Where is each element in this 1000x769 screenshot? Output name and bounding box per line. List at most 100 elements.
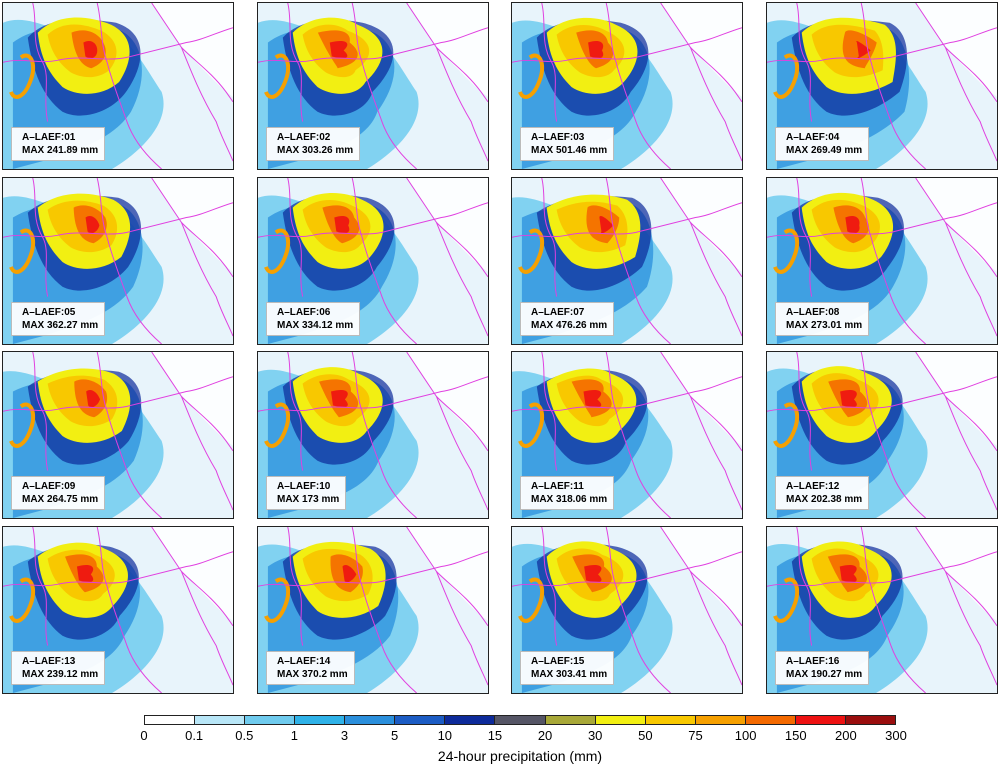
colorbar-tick-label: 0.1 — [185, 728, 204, 743]
member-id: A–LAEF:14 — [277, 656, 331, 667]
colorbar-tick-label: 30 — [587, 728, 603, 743]
member-id: A–LAEF:16 — [786, 656, 840, 667]
colorbar-segment — [645, 716, 696, 724]
colorbar-tick-label: 1 — [290, 728, 299, 743]
legend-title: 24-hour precipitation (mm) — [437, 748, 603, 764]
member-id: A–LAEF:01 — [22, 132, 76, 143]
member-max: MAX 239.12 mm — [22, 669, 99, 680]
member-max: MAX 264.75 mm — [22, 494, 99, 505]
member-id: A–LAEF:04 — [786, 132, 840, 143]
colorbar-tick-label: 0.5 — [235, 728, 254, 743]
member-max: MAX 318.06 mm — [531, 494, 608, 505]
member-label: A–LAEF:05 MAX 362.27 mm — [11, 302, 106, 336]
member-label: A–LAEF:16 MAX 190.27 mm — [775, 651, 870, 685]
colorbar-tick-label: 300 — [885, 728, 907, 743]
colorbar-ticks: 0 0.1 0.5 1 3 5 10 15 20 30 50 75 100 150 200 300 — [140, 728, 906, 744]
ensemble-member-map: A–LAEF:15 MAX 303.41 mm — [511, 526, 743, 694]
member-label: A–LAEF:06 MAX 334.12 mm — [266, 302, 361, 336]
member-max: MAX 190.27 mm — [786, 669, 863, 680]
member-id: A–LAEF:11 — [531, 481, 584, 492]
ensemble-member-map: A–LAEF:16 MAX 190.27 mm — [766, 526, 998, 694]
colorbar-segment — [445, 716, 496, 724]
member-id: A–LAEF:15 — [531, 656, 585, 667]
member-id: A–LAEF:05 — [22, 307, 76, 318]
member-max: MAX 370.2 mm — [277, 669, 348, 680]
member-max: MAX 241.89 mm — [22, 145, 99, 156]
precipitation-map — [767, 352, 997, 518]
colorbar-tick-label: 50 — [638, 728, 653, 743]
precipitation-map — [258, 3, 488, 169]
ensemble-member-map: A–LAEF:10 MAX 173 mm — [257, 351, 489, 519]
member-label: A–LAEF:12 MAX 202.38 mm — [775, 476, 870, 510]
colorbar-segment — [845, 716, 895, 724]
member-label: A–LAEF:08 MAX 273.01 mm — [775, 302, 870, 336]
colorbar-segment — [695, 716, 746, 724]
precipitation-map — [767, 527, 997, 693]
member-max: MAX 476.26 mm — [531, 320, 608, 331]
member-label: A–LAEF:14 MAX 370.2 mm — [266, 651, 355, 685]
colorbar-tick-label: 5 — [391, 728, 399, 743]
colorbar-tick-label: 100 — [734, 728, 757, 743]
member-max: MAX 303.26 mm — [277, 145, 354, 156]
precipitation-legend: 0 0.1 0.5 1 3 5 10 15 20 30 50 75 100 150 200 300 24-ho… — [140, 715, 907, 769]
colorbar-segment — [245, 716, 296, 724]
colorbar-segment — [345, 716, 396, 724]
member-id: A–LAEF:02 — [277, 132, 331, 143]
member-id: A–LAEF:06 — [277, 307, 331, 318]
colorbar-tick-label: 15 — [487, 728, 503, 743]
colorbar-segment — [495, 716, 546, 724]
colorbar-segment — [395, 716, 446, 724]
member-id: A–LAEF:08 — [786, 307, 840, 318]
member-id: A–LAEF:12 — [786, 481, 840, 492]
colorbar-tick-label: 75 — [688, 728, 703, 743]
colorbar-segment — [195, 716, 246, 724]
member-max: MAX 501.46 mm — [531, 145, 608, 156]
colorbar-tick-label: 10 — [437, 728, 453, 743]
colorbar-segment — [145, 716, 196, 724]
ensemble-member-map: A–LAEF:05 MAX 362.27 mm — [2, 177, 234, 345]
member-max: MAX 173 mm — [277, 494, 340, 505]
ensemble-member-map: A–LAEF:03 MAX 501.46 mm — [511, 2, 743, 170]
member-max: MAX 303.41 mm — [531, 669, 608, 680]
precipitation-map — [258, 178, 488, 344]
member-label: A–LAEF:11 MAX 318.06 mm — [520, 476, 615, 510]
ensemble-map-grid: A–LAEF:01 MAX 241.89 mm A–LAEF:02 MAX 30… — [2, 2, 998, 694]
member-max: MAX 334.12 mm — [277, 320, 354, 331]
member-label: A–LAEF:02 MAX 303.26 mm — [266, 127, 361, 161]
member-label: A–LAEF:15 MAX 303.41 mm — [520, 651, 615, 685]
ensemble-member-map: A–LAEF:14 MAX 370.2 mm — [257, 526, 489, 694]
member-label: A–LAEF:07 MAX 476.26 mm — [520, 302, 615, 336]
member-label: A–LAEF:03 MAX 501.46 mm — [520, 127, 615, 161]
precipitation-map — [3, 3, 233, 169]
member-id: A–LAEF:03 — [531, 132, 585, 143]
member-label: A–LAEF:13 MAX 239.12 mm — [11, 651, 106, 685]
ensemble-member-map: A–LAEF:04 MAX 269.49 mm — [766, 2, 998, 170]
colorbar-tick-label: 200 — [835, 728, 857, 743]
ensemble-member-map: A–LAEF:11 MAX 318.06 mm — [511, 351, 743, 519]
colorbar-segment — [795, 716, 846, 724]
member-label: A–LAEF:09 MAX 264.75 mm — [11, 476, 106, 510]
colorbar-segment — [295, 716, 346, 724]
member-id: A–LAEF:07 — [531, 307, 585, 318]
colorbar-segment — [745, 716, 796, 724]
colorbar-segment — [595, 716, 646, 724]
ensemble-member-map: A–LAEF:06 MAX 334.12 mm — [257, 177, 489, 345]
ensemble-member-map: A–LAEF:07 MAX 476.26 mm — [511, 177, 743, 345]
ensemble-member-map: A–LAEF:02 MAX 303.26 mm — [257, 2, 489, 170]
member-id: A–LAEF:09 — [22, 481, 76, 492]
ensemble-member-map: A–LAEF:12 MAX 202.38 mm — [766, 351, 998, 519]
colorbar-tick-label: 20 — [537, 728, 553, 743]
colorbar-segment — [545, 716, 596, 724]
colorbar-tick-label: 3 — [340, 728, 349, 743]
ensemble-member-map: A–LAEF:09 MAX 264.75 mm — [2, 351, 234, 519]
member-max: MAX 269.49 mm — [786, 145, 863, 156]
ensemble-member-map: A–LAEF:01 MAX 241.89 mm — [2, 2, 234, 170]
member-id: A–LAEF:13 — [22, 656, 76, 667]
member-max: MAX 362.27 mm — [22, 320, 99, 331]
member-id: A–LAEF:10 — [277, 481, 331, 492]
ensemble-member-map: A–LAEF:08 MAX 273.01 mm — [766, 177, 998, 345]
member-max: MAX 202.38 mm — [786, 494, 863, 505]
colorbar — [144, 715, 896, 725]
member-label: A–LAEF:04 MAX 269.49 mm — [775, 127, 870, 161]
precipitation-map — [512, 3, 742, 169]
